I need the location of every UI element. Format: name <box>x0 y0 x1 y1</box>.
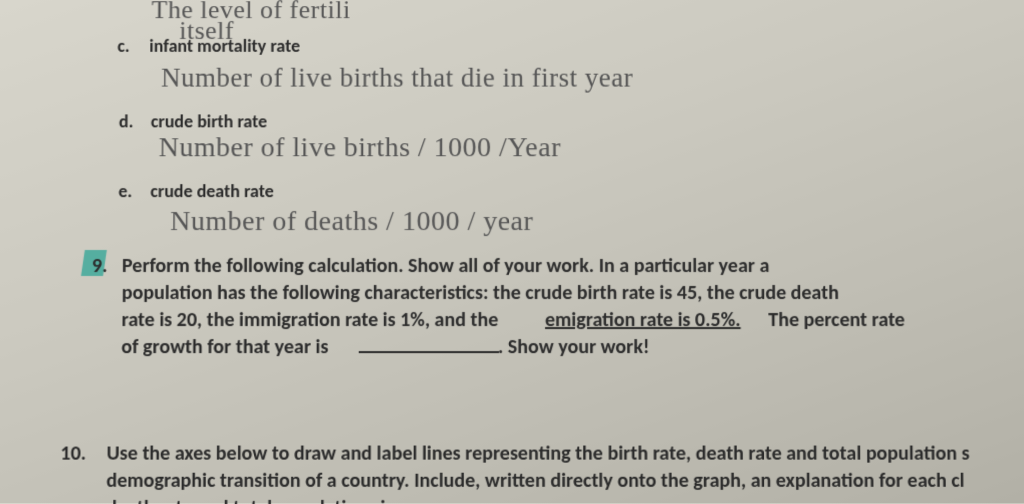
q9-line3a: rate is 20, the immigration rate is 1%, … <box>121 308 498 332</box>
q9-number: 9. <box>92 254 108 278</box>
item-e-handwriting: Number of deaths / 1000 / year <box>170 206 533 238</box>
q9-line3b-underlined: emigration rate is 0.5%. <box>545 308 741 332</box>
q9-line3c: The percent rate <box>768 308 905 332</box>
q10-line1: Use the axes below to draw and label lin… <box>106 442 969 466</box>
item-c-label: infant mortality rate <box>149 35 300 57</box>
q9-line1: Perform the following calculation. Show … <box>122 254 770 278</box>
q9-line2: population has the following characteris… <box>122 281 839 305</box>
q9-line4b: . Show your work! <box>498 335 650 359</box>
item-c-letter: c. <box>117 35 129 57</box>
item-e-label: crude death rate <box>150 180 274 202</box>
q10-line2: demographic transition of a country. Inc… <box>106 469 964 493</box>
worksheet-page: The level of fertili itself c. infant mo… <box>0 1 1024 504</box>
q9-line4a: of growth for that year is <box>121 335 328 359</box>
item-c-handwriting: Number of live births that die in first … <box>161 63 633 94</box>
item-d-label: crude birth rate <box>151 110 267 132</box>
item-e-letter: e. <box>118 180 132 202</box>
q9-blank-line <box>359 335 499 353</box>
q10-number: 10. <box>60 442 86 466</box>
item-d-letter: d. <box>119 110 134 132</box>
item-d-handwriting: Number of live births / 1000 /Year <box>159 132 561 164</box>
